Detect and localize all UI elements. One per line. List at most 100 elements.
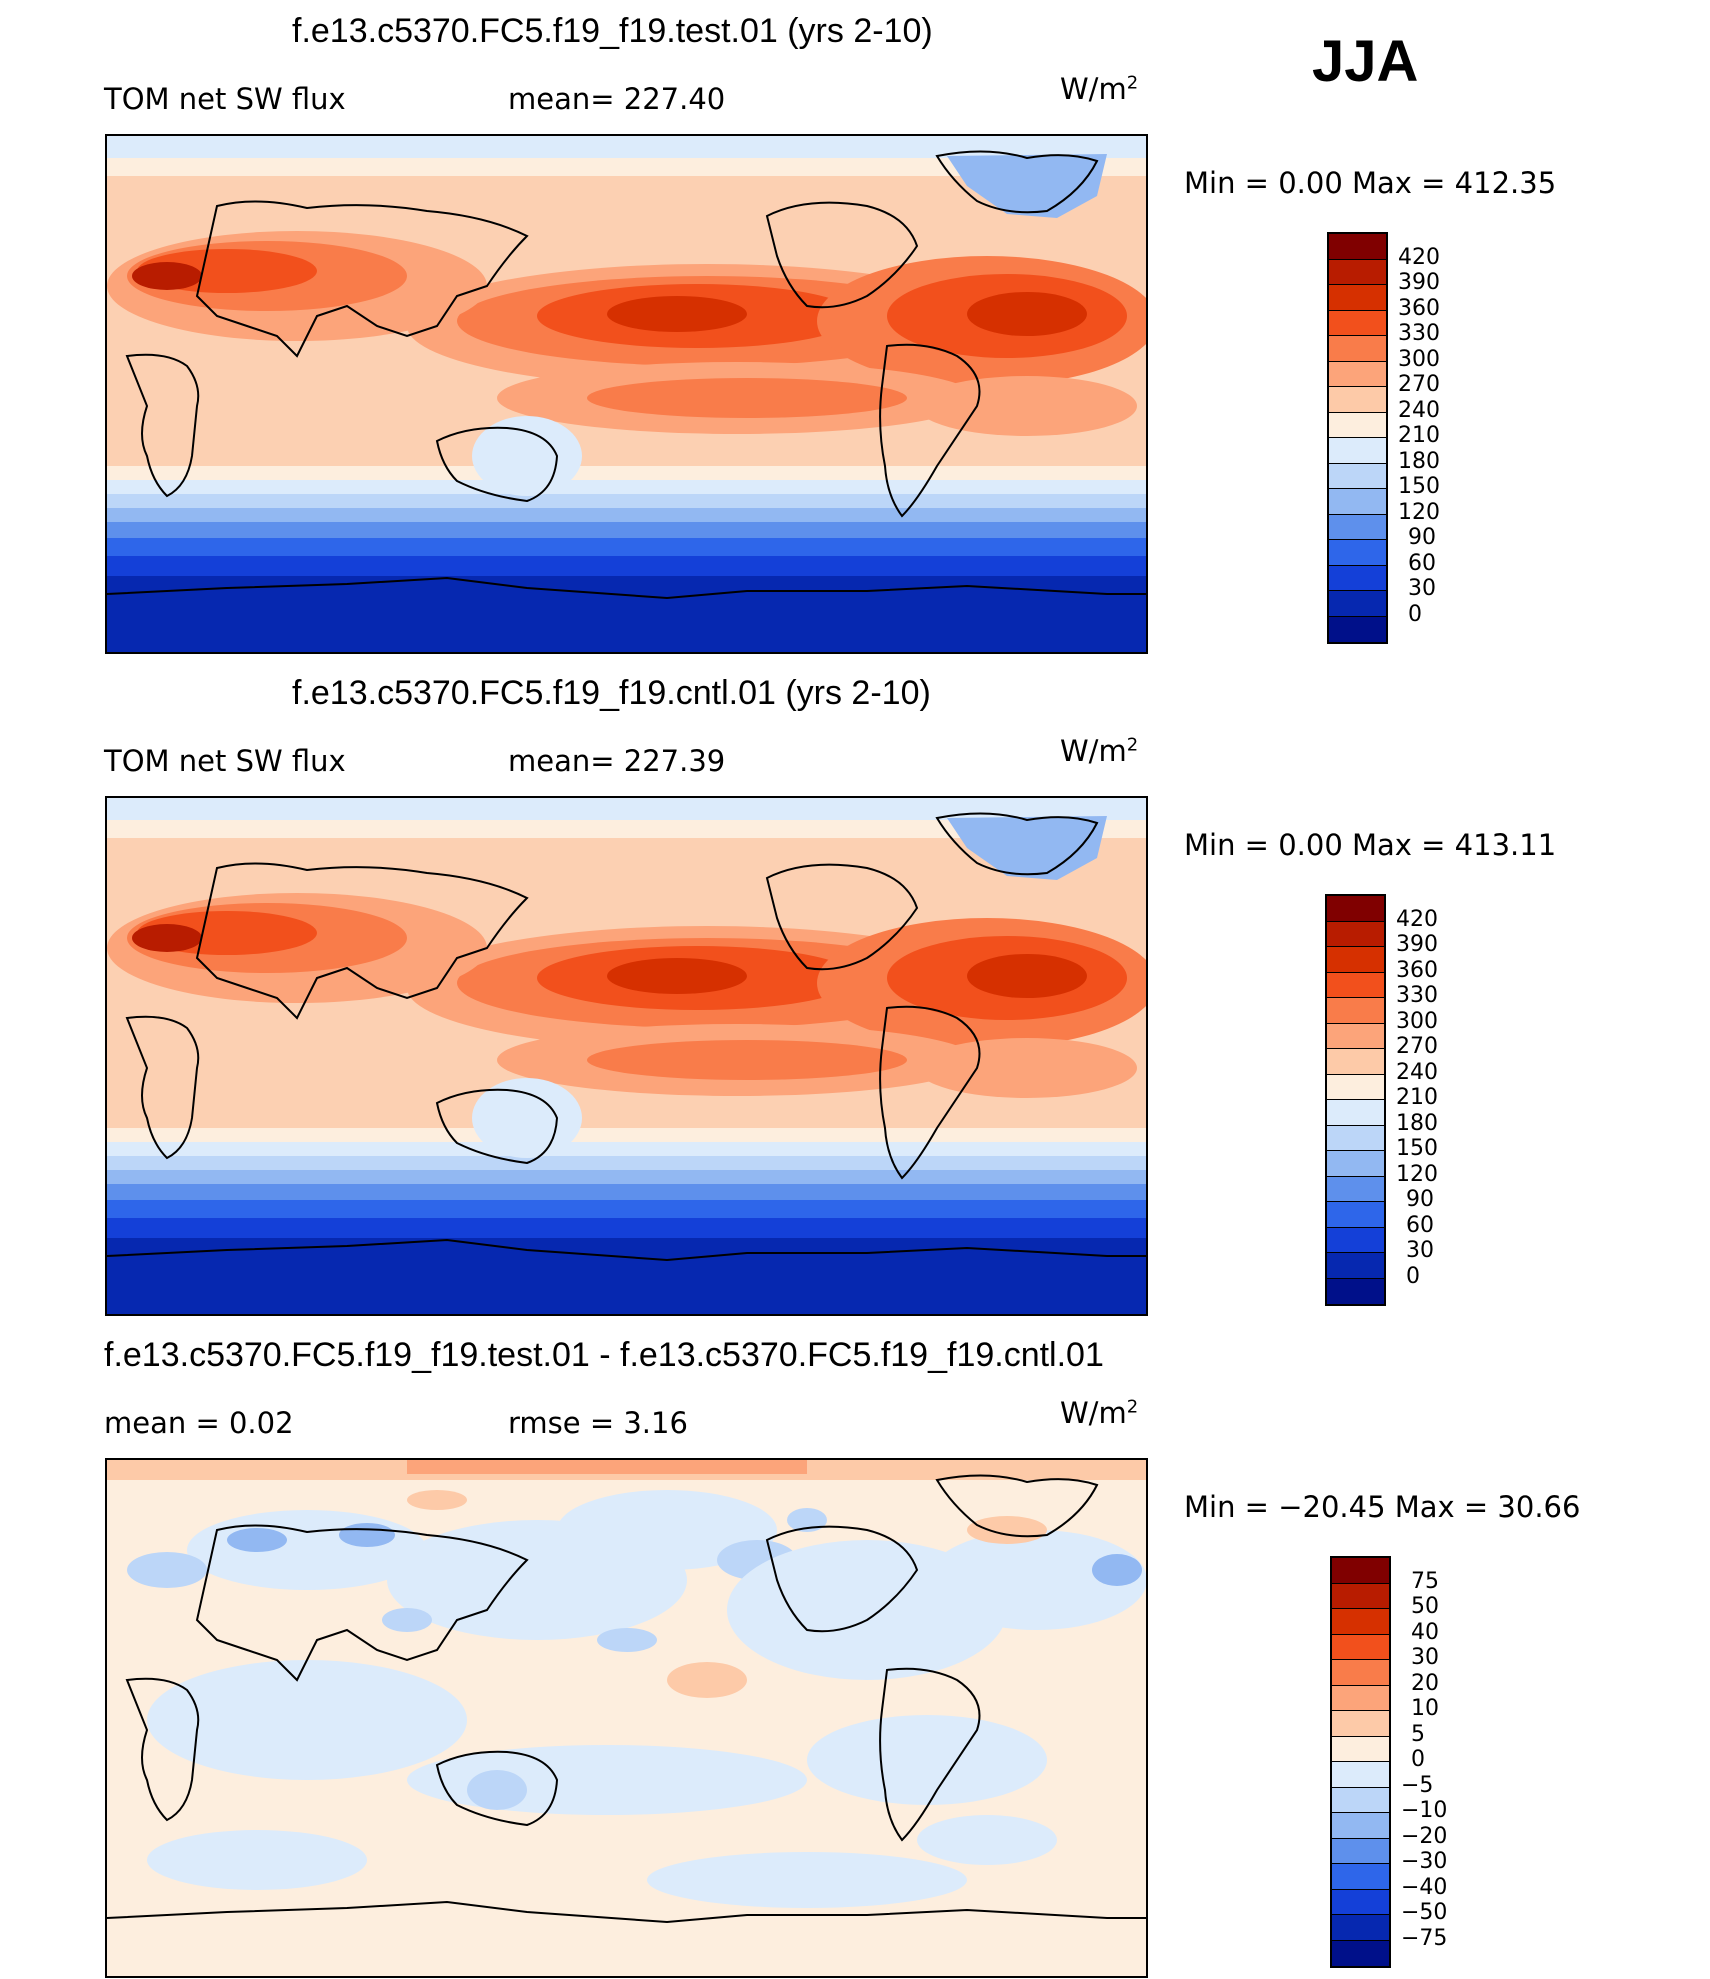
colorbar-label: −5 [1401, 1772, 1434, 1798]
colorbar-swatch [1332, 1736, 1389, 1762]
panel1-colorbar [1327, 232, 1388, 644]
colorbar-label: −20 [1401, 1823, 1448, 1849]
colorbar-swatch [1329, 540, 1386, 566]
colorbar-label: 330 [1396, 983, 1438, 1008]
colorbar-label: 0 [1408, 601, 1422, 627]
colorbar-label: 300 [1398, 346, 1440, 372]
panel2-minmax: Min = 0.00 Max = 413.11 [1184, 828, 1557, 862]
panel1-title: f.e13.c5370.FC5.f19_f19.test.01 (yrs 2-1… [292, 12, 933, 50]
colorbar-swatch [1329, 336, 1386, 362]
colorbar-label: −30 [1401, 1849, 1448, 1874]
colorbar-label: −50 [1401, 1900, 1448, 1925]
colorbar-swatch [1332, 1915, 1389, 1941]
panel3-map [105, 1458, 1148, 1978]
colorbar-label: 390 [1396, 932, 1438, 957]
colorbar-label: −10 [1401, 1798, 1448, 1823]
colorbar-label: 210 [1398, 423, 1440, 448]
colorbar-swatch [1329, 616, 1386, 642]
colorbar-swatch [1332, 1685, 1389, 1711]
colorbar-label: 75 [1411, 1568, 1439, 1594]
colorbar-swatch [1327, 972, 1384, 998]
colorbar-label: 120 [1396, 1161, 1438, 1187]
colorbar-swatch [1329, 565, 1386, 591]
colorbar-swatch [1327, 1125, 1384, 1151]
panel1-map-field [107, 136, 1146, 652]
colorbar-label: 270 [1396, 1034, 1438, 1059]
colorbar-swatch [1327, 1049, 1384, 1075]
colorbar-swatch [1329, 514, 1386, 540]
panel3-units: W/m2 [1060, 1396, 1139, 1430]
colorbar-swatch [1327, 1278, 1384, 1304]
colorbar-label: 330 [1398, 321, 1440, 346]
colorbar-label: 420 [1398, 244, 1440, 270]
colorbar-label: 5 [1411, 1721, 1425, 1747]
colorbar-label: 390 [1398, 270, 1440, 295]
colorbar-label: 90 [1408, 525, 1436, 550]
panel1-colorbar-segments [1329, 234, 1386, 642]
colorbar-swatch [1332, 1711, 1389, 1737]
colorbar-swatch [1327, 1151, 1384, 1177]
colorbar-swatch [1327, 1100, 1384, 1126]
colorbar-label: 210 [1396, 1085, 1438, 1110]
panel3-title: f.e13.c5370.FC5.f19_f19.test.01 - f.e13.… [104, 1336, 1104, 1374]
colorbar-label: 30 [1411, 1645, 1439, 1670]
colorbar-label: 30 [1408, 576, 1436, 601]
colorbar-swatch [1327, 1253, 1384, 1279]
colorbar-swatch [1327, 1023, 1384, 1049]
colorbar-swatch [1329, 361, 1386, 387]
panel2-map [105, 796, 1148, 1316]
colorbar-label: 0 [1406, 1263, 1420, 1289]
panel1-map [105, 134, 1148, 654]
colorbar-label: 240 [1396, 1059, 1438, 1085]
colorbar-label: 0 [1411, 1747, 1425, 1772]
colorbar-swatch [1327, 921, 1384, 947]
panel1-units: W/m2 [1060, 72, 1139, 106]
colorbar-swatch [1327, 947, 1384, 973]
panel2-map-field [107, 798, 1146, 1314]
colorbar-label: 30 [1406, 1238, 1434, 1263]
panel2-mean-label: mean= 227.39 [508, 744, 726, 778]
colorbar-swatch [1329, 412, 1386, 438]
panel1-colorbar-labels: 420 390 360 330 300 270 240 210 180 150 120 90 60 30 0 [1398, 232, 1478, 644]
colorbar-swatch [1332, 1558, 1389, 1584]
colorbar-swatch [1332, 1609, 1389, 1635]
colorbar-label: 60 [1408, 550, 1436, 576]
colorbar-swatch [1332, 1838, 1389, 1864]
colorbar-swatch [1332, 1889, 1389, 1915]
colorbar-swatch [1329, 285, 1386, 311]
colorbar-swatch [1329, 387, 1386, 413]
colorbar-swatch [1327, 1202, 1384, 1228]
colorbar-swatch [1327, 1176, 1384, 1202]
panel3-minmax: Min = −20.45 Max = 30.66 [1184, 1490, 1581, 1524]
colorbar-label: 20 [1411, 1670, 1439, 1696]
colorbar-swatch [1329, 463, 1386, 489]
panel1-mean-label: mean= 227.40 [508, 82, 726, 116]
colorbar-swatch [1329, 489, 1386, 515]
colorbar-swatch [1332, 1864, 1389, 1890]
colorbar-label: 150 [1396, 1136, 1438, 1161]
colorbar-label: 360 [1396, 957, 1438, 983]
panel3-colorbar [1330, 1556, 1391, 1968]
colorbar-label: 10 [1411, 1696, 1439, 1721]
colorbar-label: 180 [1396, 1110, 1438, 1136]
colorbar-swatch [1329, 438, 1386, 464]
colorbar-swatch [1327, 1227, 1384, 1253]
colorbar-label: 300 [1396, 1008, 1438, 1034]
colorbar-swatch [1332, 1660, 1389, 1686]
colorbar-label: 270 [1398, 372, 1440, 397]
colorbar-swatch [1332, 1583, 1389, 1609]
colorbar-label: 150 [1398, 474, 1440, 499]
colorbar-label: 90 [1406, 1187, 1434, 1212]
panel3-map-field [107, 1460, 1146, 1976]
season-label: JJA [1312, 29, 1419, 94]
colorbar-swatch [1327, 896, 1384, 922]
colorbar-label: −75 [1401, 1925, 1448, 1951]
panel3-rmse-label: rmse = 3.16 [508, 1406, 688, 1440]
panel3-colorbar-labels: 75 50 40 30 20 10 5 0 −5 −10 −20 −30 −40 −50 −75 [1401, 1556, 1481, 1968]
colorbar-label: 50 [1411, 1594, 1439, 1619]
colorbar-swatch [1327, 998, 1384, 1024]
colorbar-swatch [1329, 591, 1386, 617]
panel3-mean-label: mean = 0.02 [104, 1406, 294, 1440]
panel2-colorbar-labels: 420 390 360 330 300 270 240 210 180 150 120 90 60 30 0 [1396, 894, 1476, 1306]
colorbar-label: −40 [1401, 1874, 1448, 1900]
